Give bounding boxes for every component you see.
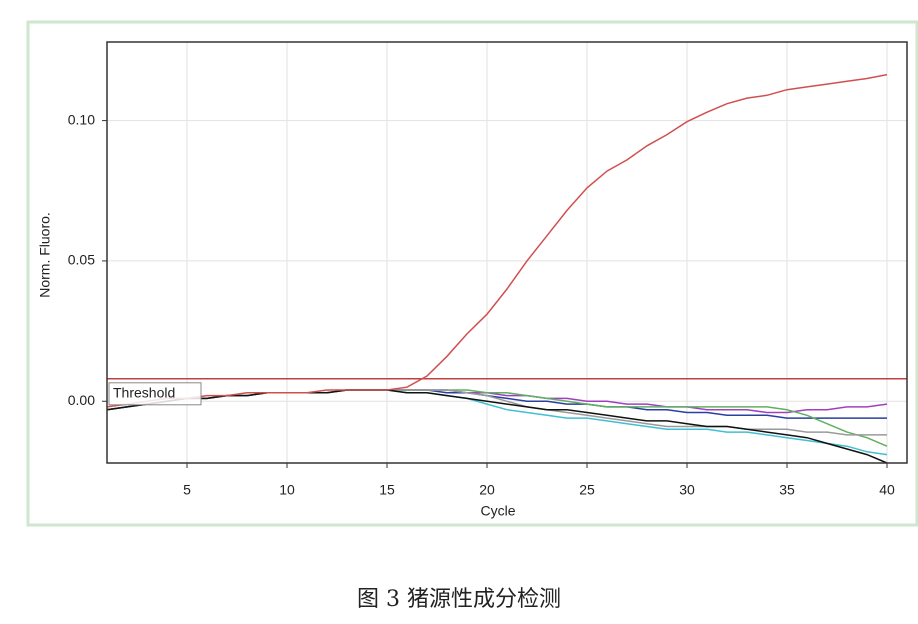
x-tick-label: 5 xyxy=(183,482,191,498)
x-tick-label: 40 xyxy=(879,482,895,498)
y-tick-label: 0.05 xyxy=(68,252,95,268)
x-tick-label: 15 xyxy=(379,482,395,498)
y-tick-label: 0.10 xyxy=(68,111,95,127)
y-axis-label: Norm. Fluoro. xyxy=(37,212,53,298)
caption: 图 3 猪源性成分检测 xyxy=(357,587,561,612)
curve xyxy=(106,73,888,408)
threshold-label-box xyxy=(108,382,202,406)
threshold-label: Threshold xyxy=(113,385,175,401)
plot-border xyxy=(106,41,908,464)
x-tick-label: 20 xyxy=(479,482,495,498)
x-axis-label: Cycle xyxy=(480,503,515,519)
y-tick-label: 0.00 xyxy=(68,392,95,408)
x-tick-label: 35 xyxy=(779,482,795,498)
x-tick-label: 30 xyxy=(679,482,695,498)
x-tick-label: 10 xyxy=(279,482,295,498)
x-tick-label: 25 xyxy=(579,482,595,498)
curve xyxy=(106,389,888,464)
